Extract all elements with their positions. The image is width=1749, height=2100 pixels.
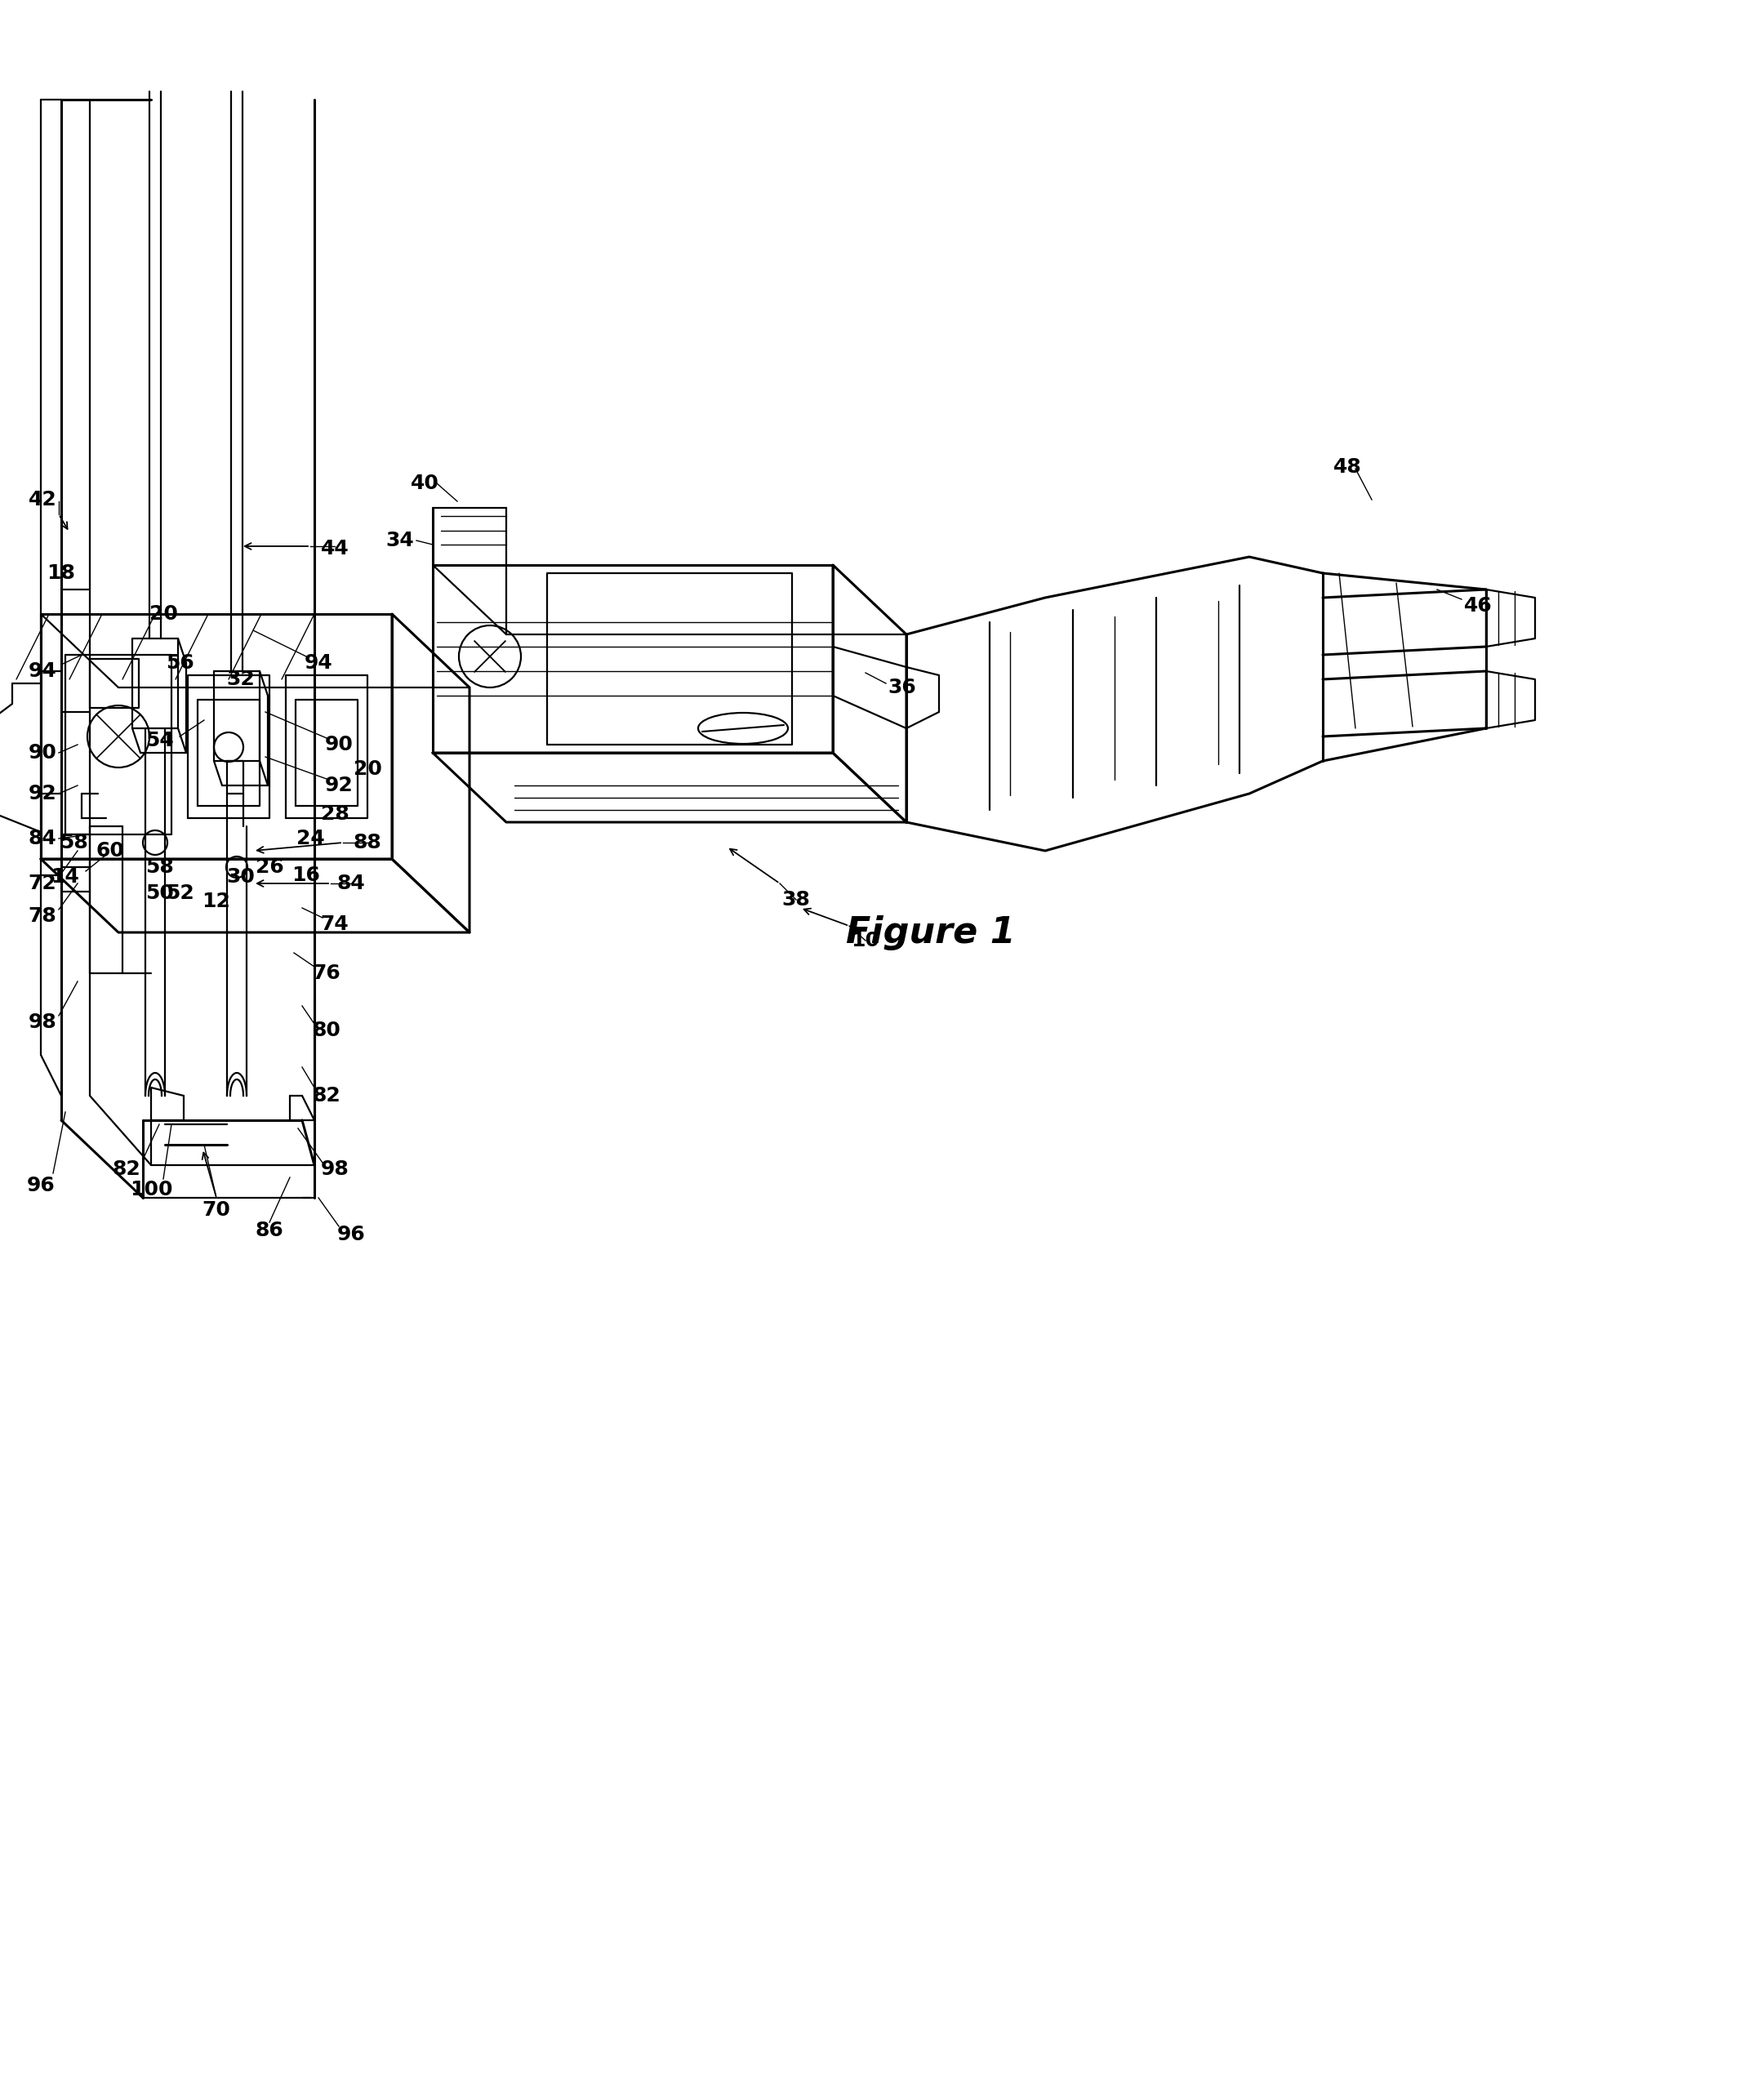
Text: 30: 30 [227,867,255,886]
Text: 50: 50 [145,884,173,903]
Text: 84: 84 [338,874,366,892]
Text: 82: 82 [313,1086,341,1105]
Text: 76: 76 [313,964,341,983]
Text: 74: 74 [320,913,350,934]
Text: 100: 100 [129,1180,173,1199]
Text: 40: 40 [411,475,439,493]
Text: 84: 84 [28,830,56,848]
Text: 26: 26 [255,857,283,878]
Text: 92: 92 [325,775,353,796]
Text: 38: 38 [782,890,810,909]
Text: 10: 10 [852,930,880,951]
Text: 54: 54 [145,731,173,750]
Text: 60: 60 [96,840,124,861]
Text: 80: 80 [313,1021,341,1039]
Text: 46: 46 [1464,596,1492,615]
Text: 24: 24 [296,830,325,848]
Text: 36: 36 [888,678,916,697]
Text: 92: 92 [28,783,56,804]
Text: 44: 44 [320,540,350,559]
Text: 72: 72 [28,874,56,892]
Text: Figure 1: Figure 1 [847,916,1016,949]
Text: 14: 14 [51,867,79,886]
Text: 42: 42 [28,489,56,510]
Text: 98: 98 [320,1159,350,1178]
Text: 94: 94 [304,653,332,672]
Text: 52: 52 [166,884,194,903]
Text: 70: 70 [203,1201,231,1220]
Text: 16: 16 [292,865,320,884]
Text: 98: 98 [28,1012,56,1031]
Text: 58: 58 [145,857,173,878]
Text: 32: 32 [227,670,255,689]
Text: 90: 90 [28,743,56,762]
Text: 94: 94 [28,662,56,680]
Text: 48: 48 [1333,458,1361,477]
Text: 82: 82 [112,1159,140,1178]
Text: 20: 20 [149,605,178,624]
Text: 96: 96 [26,1176,54,1195]
Text: 20: 20 [353,760,381,779]
Text: 86: 86 [255,1220,283,1241]
Text: 12: 12 [203,892,231,911]
Text: 90: 90 [325,735,353,754]
Text: 56: 56 [166,653,194,672]
Text: 58: 58 [59,834,87,853]
Text: 78: 78 [28,907,56,926]
Text: 96: 96 [338,1224,366,1245]
Text: 28: 28 [320,804,350,823]
Text: 34: 34 [387,531,415,550]
Text: 88: 88 [353,834,381,853]
Text: 18: 18 [47,563,75,584]
